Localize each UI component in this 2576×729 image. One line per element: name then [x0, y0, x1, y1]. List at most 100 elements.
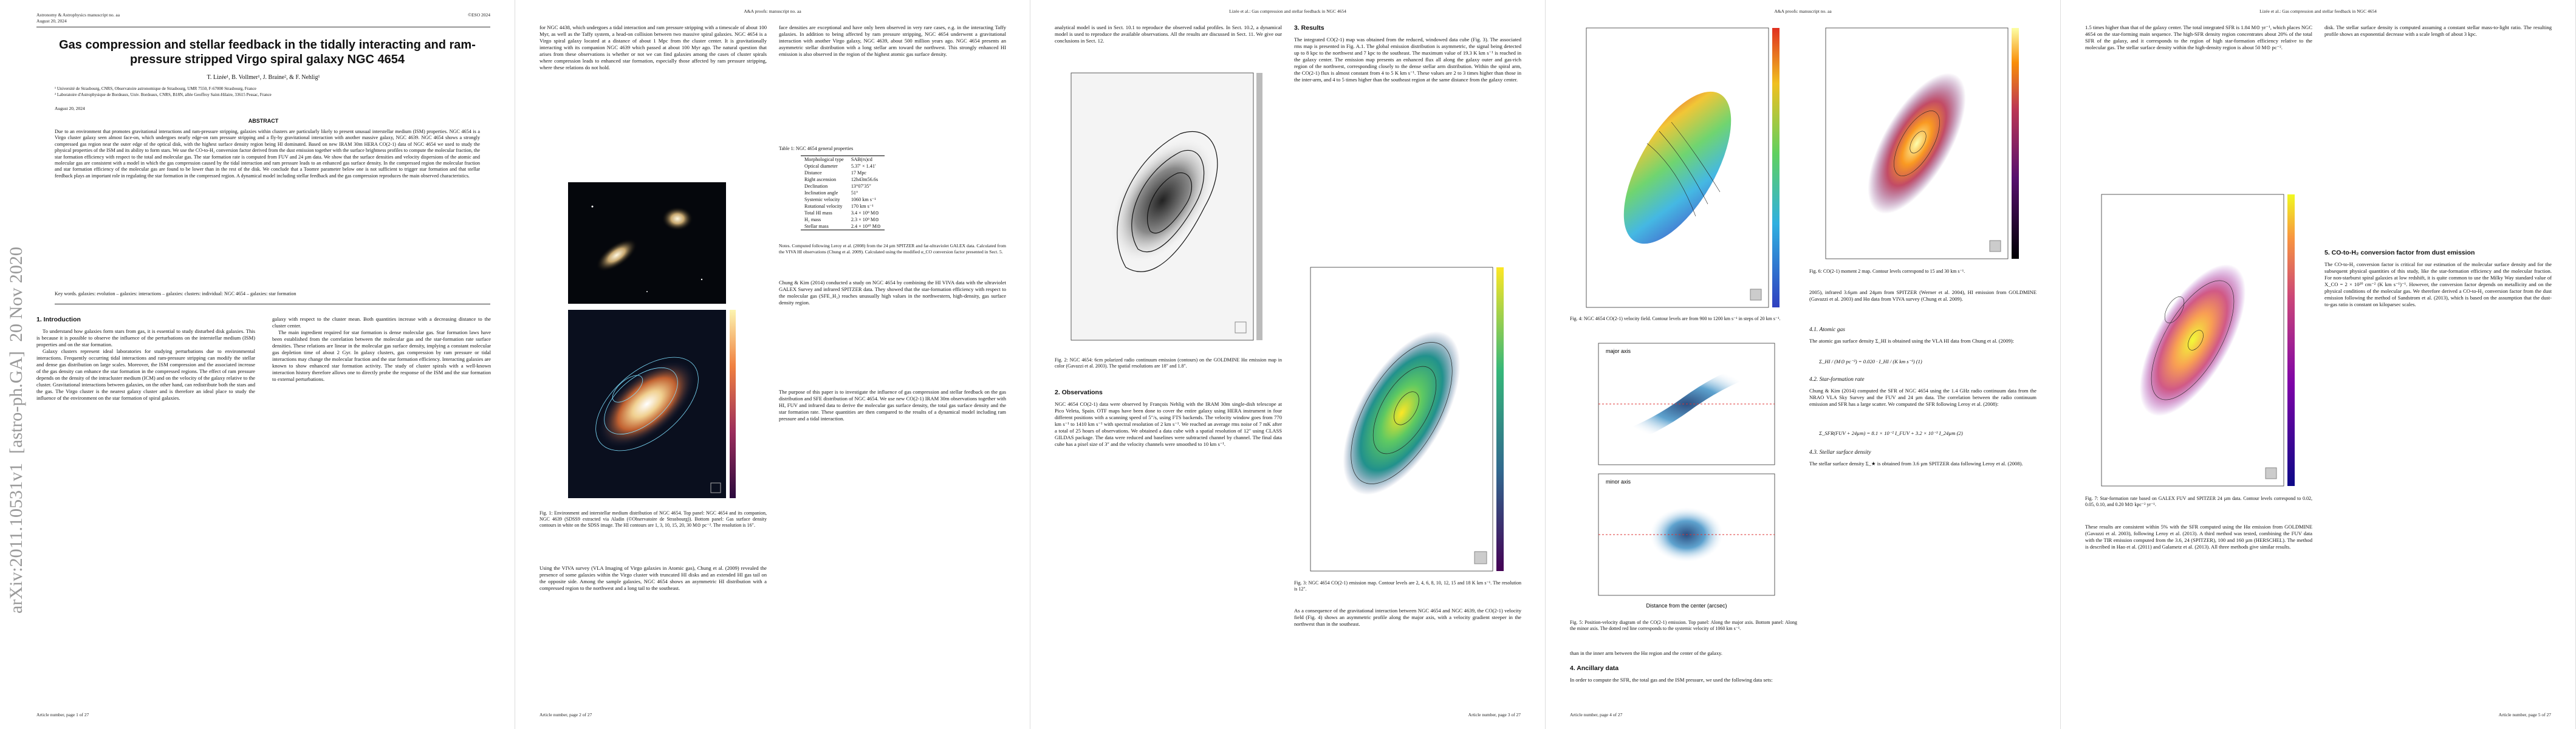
- paragraph: To understand how galaxies form stars fr…: [36, 328, 255, 347]
- figure-graphic: [1868, 73, 1966, 214]
- page-1: Astronomy & Astrophysics manuscript no. …: [0, 0, 515, 729]
- body-column: The integrated CO(2-1) map was obtained …: [1294, 36, 1521, 83]
- figure-caption: Fig. 1: Environment and interstellar med…: [540, 510, 767, 528]
- figure-graphic: [710, 482, 721, 493]
- affiliation: ² Laboratoire d'Astrophysique de Bordeau…: [55, 92, 272, 97]
- figure-graphic: [1372, 366, 1437, 454]
- figure-graphic: [595, 357, 699, 451]
- abstract: Due to an environment that promotes grav…: [55, 129, 480, 179]
- body-column: NGC 4654 CO(2-1) data were observed by F…: [1055, 401, 1282, 447]
- property-value: 51°: [851, 190, 858, 196]
- property-name: Stellar mass: [804, 224, 829, 229]
- figure-graphic: [2012, 28, 2019, 259]
- axis-label: Distance from the center (arcsec): [1646, 603, 1727, 609]
- table-row: Distance 17 Mpc: [801, 169, 885, 176]
- body-column: In order to compute the SFR, the total g…: [1570, 677, 1773, 683]
- figure-graphic: [2151, 280, 2235, 400]
- table-row: Rotational velocity 170 km s⁻¹: [801, 203, 885, 210]
- property-value: 170 km s⁻¹: [851, 204, 874, 209]
- body-column: Chung & Kim (2014) computed the SFR of N…: [1809, 388, 2036, 407]
- property-name: Optical diameter: [804, 163, 838, 169]
- body-column: than in the inner arm between the Hα reg…: [1570, 650, 1722, 656]
- body-column: The atomic gas surface density Σ_HI is o…: [1809, 338, 2015, 344]
- figure-graphic: [1671, 122, 1721, 193]
- figure-5: major axis minor axis Distance from the …: [1598, 343, 1775, 609]
- figure-graphic: [1108, 135, 1217, 265]
- property-name: Morphological type: [804, 157, 844, 162]
- footer: Article number, page 3 of 27: [1468, 712, 1521, 717]
- body-column: Using the VIVA survey (VLA Imaging of Vi…: [540, 565, 767, 591]
- figure-7: [2101, 194, 2295, 487]
- equation: Σ_HI / (M⊙ pc⁻²) = 0.020 · I_HI / (K km …: [1819, 358, 1922, 364]
- figure-3: [1310, 267, 1504, 572]
- body-column: 2005), infrared 3.6µm and 24µm from SPIT…: [1809, 289, 2036, 302]
- figure-graphic: [595, 238, 638, 272]
- property-name: H₂ mass: [804, 217, 821, 222]
- body-column: galaxy with respect to the cluster mean.…: [272, 316, 491, 699]
- figure-graphic: [595, 357, 699, 451]
- affiliation: ¹ Université de Strasbourg, CNRS, Observ…: [55, 86, 256, 91]
- figure-caption: Fig. 4: NGC 4654 CO(2-1) velocity field.…: [1570, 316, 1781, 321]
- figure-graphic: [1147, 172, 1192, 234]
- body-column: The CO-to-H₂ conversion factor is critic…: [2324, 261, 2552, 307]
- paragraph: galaxy with respect to the cluster mean.…: [272, 316, 491, 329]
- panel-label: minor axis: [1606, 479, 1631, 485]
- figure-graphic: [604, 367, 678, 435]
- body-column: face densities are exceptional and have …: [779, 24, 1006, 57]
- property-name: Distance: [804, 170, 822, 176]
- figure-graphic: [1646, 143, 1696, 217]
- figure-graphic: [1910, 131, 1927, 154]
- running-header: A&A proofs: manuscript no. aa: [1774, 9, 1832, 14]
- panel-label: major axis: [1606, 348, 1631, 354]
- figure-graphic: [2164, 296, 2185, 323]
- table-row: Optical diameter 5.37′ × 1.41′: [801, 163, 885, 169]
- figure-caption: Fig. 3: NGC 4654 CO(2-1) emission map. C…: [1294, 580, 1521, 592]
- table-row: Total HI mass 3.4 × 10⁹ M⊙: [801, 210, 885, 216]
- page-5: Lizée et al.: Gas compression and stella…: [2061, 0, 2576, 729]
- figure-graphic: [701, 278, 703, 281]
- body-column: To understand how galaxies form stars fr…: [36, 328, 255, 699]
- figure-graphic: [1351, 342, 1453, 484]
- page-4: A&A proofs: manuscript no. aa Fig. 4: NG…: [1546, 0, 2061, 729]
- journal: Astronomy & Astrophysics manuscript no. …: [36, 12, 120, 18]
- figure-graphic: [1256, 73, 1262, 340]
- property-name: Systemic velocity: [804, 197, 840, 202]
- running-header: A&A proofs: manuscript no. aa: [744, 9, 801, 14]
- property-value: 3.4 × 10⁹ M⊙: [851, 210, 879, 216]
- figure-graphic: [1894, 111, 1940, 176]
- body-column: analytical model is used in Sect. 10.1 t…: [1055, 24, 1282, 44]
- footer: Article number, page 2 of 27: [540, 712, 592, 717]
- figure-4: [1586, 27, 1780, 308]
- footer: Article number, page 1 of 27: [36, 712, 89, 717]
- footer: Article number, page 4 of 27: [1570, 712, 1623, 717]
- property-value: 2.3 × 10⁹ M⊙: [851, 217, 879, 222]
- figure-graphic: [730, 310, 736, 498]
- body-column: disk. The stellar surface density is com…: [2324, 24, 2552, 37]
- figure-2: [1070, 72, 1262, 341]
- authors: T. Lizée¹, B. Vollmer¹, J. Braine², & F.…: [207, 74, 320, 81]
- section-heading: 5. CO-to-H₂ conversion factor from dust …: [2324, 249, 2475, 256]
- figure-graphic: [1659, 131, 1708, 205]
- table-row: Morphological type SAB(rs)cd: [801, 156, 885, 163]
- figure-caption: Fig. 5: Position-velocity diagram of the…: [1570, 620, 1797, 631]
- figure-graphic: [2265, 467, 2277, 479]
- page-3: Lizée et al.: Gas compression and stella…: [1030, 0, 1546, 729]
- running-header: Lizée et al.: Gas compression and stella…: [2259, 9, 2377, 14]
- property-name: Total HI mass: [804, 210, 832, 216]
- property-value: 17 Mpc: [851, 170, 867, 176]
- figure-graphic: [1117, 131, 1218, 272]
- body-column: These results are consistent within 5% w…: [2085, 524, 2312, 550]
- figure-graphic: [1474, 551, 1487, 564]
- property-value: 2.4 × 10¹⁰ M⊙: [851, 224, 881, 229]
- figure-graphic: [1772, 28, 1780, 307]
- received: August 20, 2024: [55, 106, 85, 111]
- table-notes: Notes. Computed following Leroy et al. (…: [779, 243, 1006, 255]
- figure-graphic: [1894, 111, 1940, 176]
- keywords: Key words. galaxies: evolution – galaxie…: [55, 291, 296, 296]
- body-column: Chung & Kim (2014) conducted a study on …: [779, 279, 1006, 306]
- figure-graphic: [1989, 240, 2001, 252]
- abstract-heading: ABSTRACT: [248, 118, 279, 124]
- table-row: Declination 13°07′35″: [801, 183, 885, 190]
- body-column: The stellar surface density Σ_★ is obtai…: [1809, 460, 2023, 467]
- figure-graphic: [591, 205, 594, 208]
